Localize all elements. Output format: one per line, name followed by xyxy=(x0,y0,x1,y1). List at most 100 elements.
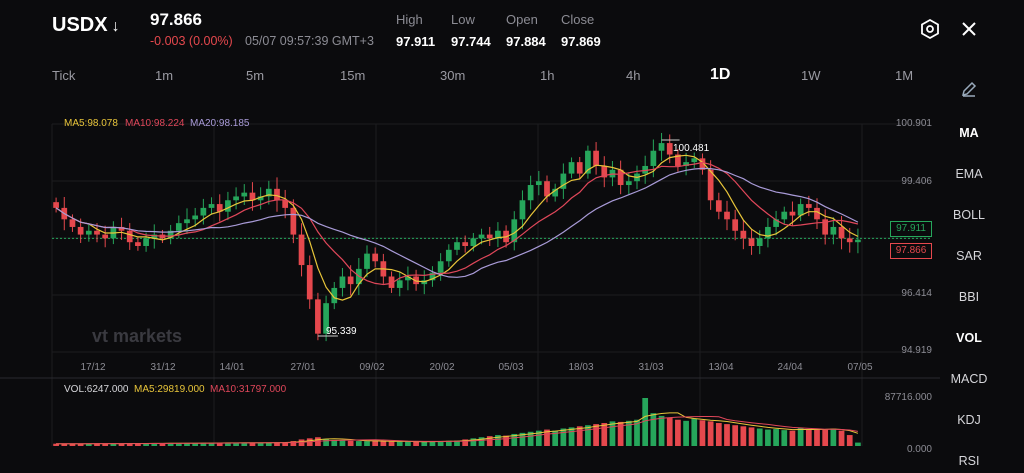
volume-bar xyxy=(372,440,379,446)
indicator-ema[interactable]: EMA xyxy=(955,167,983,181)
volume-bar xyxy=(715,423,722,446)
candle-body xyxy=(241,192,248,197)
timeframe-tick[interactable]: Tick xyxy=(52,68,76,83)
candle-body xyxy=(715,200,722,212)
volume-bar xyxy=(601,423,608,446)
candle-body xyxy=(732,219,739,231)
volume-bar xyxy=(560,428,567,446)
volume-bar xyxy=(421,441,428,446)
current-price-tag: 97.866 xyxy=(890,243,932,259)
candle-body xyxy=(77,226,84,235)
indicator-kdj[interactable]: KDJ xyxy=(957,413,981,427)
indicator-boll[interactable]: BOLL xyxy=(953,208,985,222)
indicator-bbi[interactable]: BBI xyxy=(958,290,980,304)
candle-body xyxy=(94,230,100,235)
vol-y-tick: 0.000 xyxy=(906,444,932,455)
timeframe-1mo[interactable]: 1M xyxy=(895,68,914,83)
volume-bar xyxy=(666,417,673,446)
timeframe-1w[interactable]: 1W xyxy=(801,68,821,83)
candle-body xyxy=(838,226,845,239)
volume-bar xyxy=(503,435,509,446)
vol-ma10-line xyxy=(56,416,858,445)
close-value: 97.869 xyxy=(561,34,601,49)
volume-bar xyxy=(478,437,485,446)
volume-bar xyxy=(282,442,289,446)
candle-body xyxy=(495,230,501,239)
candle-body xyxy=(135,242,141,247)
indicator-macd[interactable]: MACD xyxy=(950,372,988,386)
candle-body xyxy=(53,202,59,208)
max-annotation: 100.481 xyxy=(673,143,710,154)
current-price: 97.866 xyxy=(150,10,202,29)
candle-body xyxy=(707,169,714,201)
volume-bar xyxy=(781,430,788,446)
candle-body xyxy=(306,265,313,300)
volume-bar xyxy=(535,430,542,446)
candle-body xyxy=(118,226,125,231)
timeframe-1h[interactable]: 1h xyxy=(540,68,555,83)
candle-body xyxy=(454,242,460,250)
candle-body xyxy=(519,200,526,220)
candle-body xyxy=(216,204,223,212)
volume-bar xyxy=(380,441,387,446)
symbol-title[interactable]: USDX ↓ xyxy=(52,14,120,36)
candle-body xyxy=(756,238,763,247)
volume-bar xyxy=(454,440,460,446)
volume-bar xyxy=(167,443,174,446)
timeframe-5m[interactable]: 5m xyxy=(246,68,265,83)
candle-body xyxy=(535,181,542,186)
candle-body xyxy=(339,276,346,288)
indicator-sar[interactable]: SAR xyxy=(956,249,982,263)
volume-bar xyxy=(151,443,158,446)
y-tick: 99.406 xyxy=(901,176,932,187)
candle-body xyxy=(855,239,861,243)
candle-body xyxy=(822,219,829,235)
candle-body xyxy=(666,143,673,155)
price-chart[interactable] xyxy=(0,108,940,473)
candle-body xyxy=(396,280,403,288)
volume-bar xyxy=(135,443,141,446)
volume-bar xyxy=(429,441,436,446)
volume-bar xyxy=(413,441,419,446)
candle-body xyxy=(265,188,272,197)
candle-body xyxy=(846,238,853,243)
volume-bar xyxy=(396,441,403,446)
volume-bar xyxy=(265,442,272,446)
timeframe-4h[interactable]: 4h xyxy=(626,68,641,83)
candle-body xyxy=(192,215,199,220)
volume-bar xyxy=(495,435,501,446)
volume-bar xyxy=(814,429,820,446)
timeframe-15m[interactable]: 15m xyxy=(340,68,366,83)
candle-body xyxy=(675,154,681,166)
x-tick: 07/05 xyxy=(847,362,873,373)
candle-body xyxy=(315,299,321,334)
hexagon-settings-icon[interactable] xyxy=(917,16,943,42)
volume-bar xyxy=(568,427,575,446)
high-value: 97.911 xyxy=(396,34,436,49)
candle-body xyxy=(225,200,231,212)
candle-body xyxy=(527,185,534,201)
indicator-ma[interactable]: MA xyxy=(959,126,979,140)
timeframe-1d[interactable]: 1D xyxy=(710,66,731,83)
timeframe-30m[interactable]: 30m xyxy=(440,68,466,83)
timeframe-1m[interactable]: 1m xyxy=(155,68,174,83)
volume-bar xyxy=(519,432,526,446)
candle-body xyxy=(331,287,338,304)
volume-bar xyxy=(544,429,550,446)
volume-bar xyxy=(699,420,706,446)
candle-body xyxy=(437,261,444,273)
candle-body xyxy=(773,219,779,227)
candle-body xyxy=(789,211,796,216)
volume-bar xyxy=(241,442,248,446)
vol-legend: VOL:6247.000 xyxy=(64,384,129,395)
candle-body xyxy=(585,150,591,174)
volume-bar xyxy=(331,439,338,446)
volume-bar xyxy=(110,443,117,446)
indicator-vol[interactable]: VOL xyxy=(956,331,982,345)
volume-bar xyxy=(69,443,76,446)
close-icon[interactable] xyxy=(956,16,982,42)
x-tick: 31/12 xyxy=(150,362,176,373)
indicator-rsi[interactable]: RSI xyxy=(958,454,980,468)
pencil-icon[interactable] xyxy=(956,76,982,102)
candle-body xyxy=(830,226,837,235)
